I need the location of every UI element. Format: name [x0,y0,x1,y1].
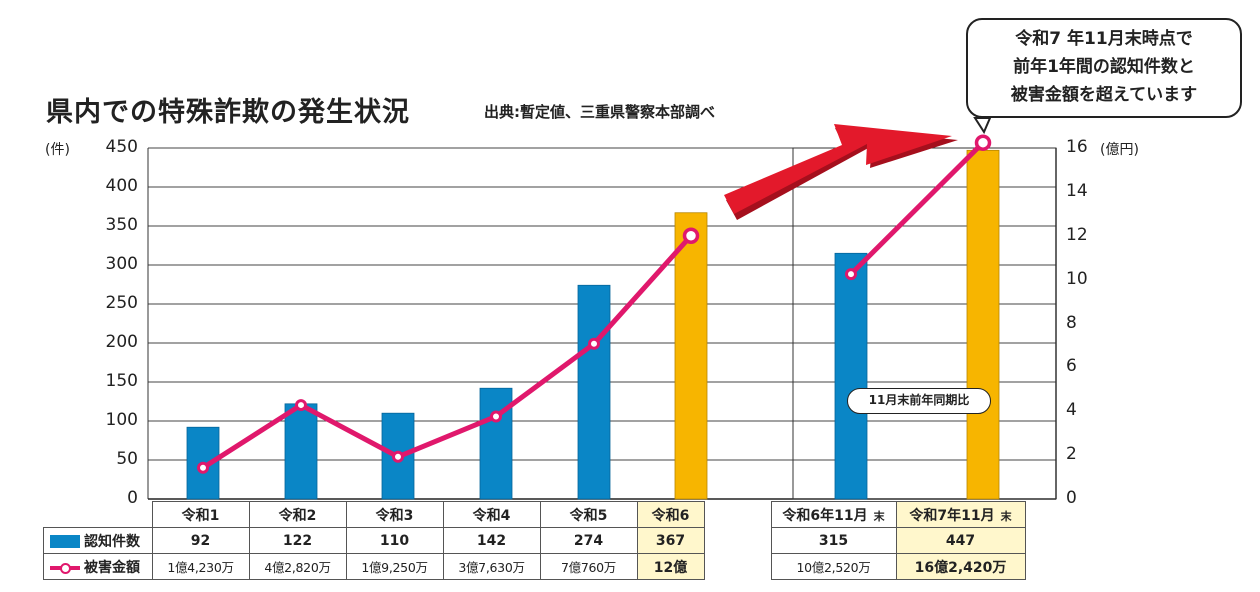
table-corner [43,501,153,528]
amount-value: 3億7,630万 [442,553,541,580]
amount-value: 12億 [636,553,705,580]
table-header-row: 令和1 令和2 令和3 令和4 令和5 令和6 令和6年11月末 令和7年11月… [43,501,1026,528]
count-value: 142 [442,527,541,554]
damage-line [201,234,693,470]
damage-point [974,134,992,151]
damage-point [588,337,600,350]
count-value: 367 [636,527,705,554]
category-label: 令和2 [248,501,347,528]
y-right-tick-label: 0 [1066,488,1077,508]
category-label: 令和5 [539,501,638,528]
category-label-text: 令和6年11月 [782,507,868,524]
damage-point [392,450,404,463]
y-right-tick-label: 12 [1066,224,1088,245]
count-value: 315 [770,527,897,554]
category-label: 令和1 [151,501,250,528]
y-left-tick-label: 50 [116,449,138,469]
damage-point [490,410,502,423]
category-label: 令和6 [636,501,705,528]
amount-value: 4億2,820万 [248,553,347,580]
count-value: 274 [539,527,638,554]
count-value: 447 [895,527,1026,554]
legend-count: 認知件数 [43,527,153,554]
category-label: 令和6年11月末 [770,501,897,528]
category-label: 令和4 [442,501,541,528]
y-right-tick-label: 6 [1066,356,1077,377]
comparison-label: 11月末前年同期比 [847,388,991,414]
y-right-tick-label: 10 [1066,268,1088,289]
damage-line [849,140,985,276]
count-value: 110 [345,527,444,554]
y-left-tick-label: 250 [105,293,138,313]
y-left-tick-label: 400 [105,176,138,196]
bar [577,284,611,500]
bar [284,403,318,500]
table-gap [703,527,772,554]
line-swatch-icon [50,562,80,574]
category-label: 令和3 [345,501,444,528]
y-left-tick-label: 100 [105,410,138,430]
amount-value: 10億2,520万 [770,553,897,580]
y-left-tick-label: 0 [127,488,138,508]
y-left-tick-label: 450 [105,137,138,157]
table-row-count: 認知件数 92 122 110 142 274 367 315 447 [43,527,1026,554]
amount-value: 7億760万 [539,553,638,580]
category-label-text: 令和7年11月 [909,507,995,524]
bar-swatch-icon [50,535,80,548]
amount-value: 1億9,250万 [345,553,444,580]
count-value: 122 [248,527,347,554]
damage-point [197,461,209,474]
y-left-unit: (件) [45,142,70,158]
callout-line-2: 前年1年間の認知件数と [1013,57,1195,77]
amount-value: 1億4,230万 [151,553,250,580]
chart-title: 県内での特殊詐欺の発生状況 [46,97,410,128]
y-left-tick-label: 350 [105,215,138,235]
y-right-tick-label: 14 [1066,180,1088,201]
callout-bubble: 令和7 年11月末時点で 前年1年間の認知件数と 被害金額を超えています [966,18,1242,118]
table-gap [703,553,772,580]
data-table: 令和1 令和2 令和3 令和4 令和5 令和6 令和6年11月末 令和7年11月… [43,501,1026,580]
bar [479,387,513,500]
y-left-tick-label: 200 [105,332,138,352]
y-right-tick-label: 2 [1066,444,1077,465]
trend-arrow [724,124,952,214]
damage-point [682,227,700,244]
bar [674,212,708,500]
y-right-tick-label: 4 [1066,400,1077,421]
amount-value: 16億2,420万 [895,553,1026,580]
table-gap [703,501,772,528]
bar [966,149,1000,500]
callout-pointer [973,117,992,135]
y-left-tick-label: 150 [105,371,138,391]
damage-point [295,399,307,412]
category-label: 令和7年11月末 [895,501,1026,528]
legend-amount-label: 被害金額 [84,559,140,576]
chart-source: 出典:暫定値、三重県警察本部調べ [484,103,716,121]
count-value: 92 [151,527,250,554]
category-suffix: 末 [873,509,885,523]
y-right-tick-label: 8 [1066,312,1077,333]
table-row-amount: 被害金額 1億4,230万 4億2,820万 1億9,250万 3億7,630万… [43,553,1026,580]
bar [834,252,868,500]
legend-count-label: 認知件数 [84,533,140,550]
callout-line-1: 令和7 年11月末時点で [1015,29,1193,49]
category-suffix: 末 [1000,509,1012,523]
legend-amount: 被害金額 [43,553,153,580]
damage-point [845,268,857,281]
callout-line-3: 被害金額を超えています [1010,85,1198,105]
y-right-tick-label: 16 [1066,137,1088,157]
y-right-unit: (億円) [1100,142,1139,158]
y-left-tick-label: 300 [105,254,138,274]
